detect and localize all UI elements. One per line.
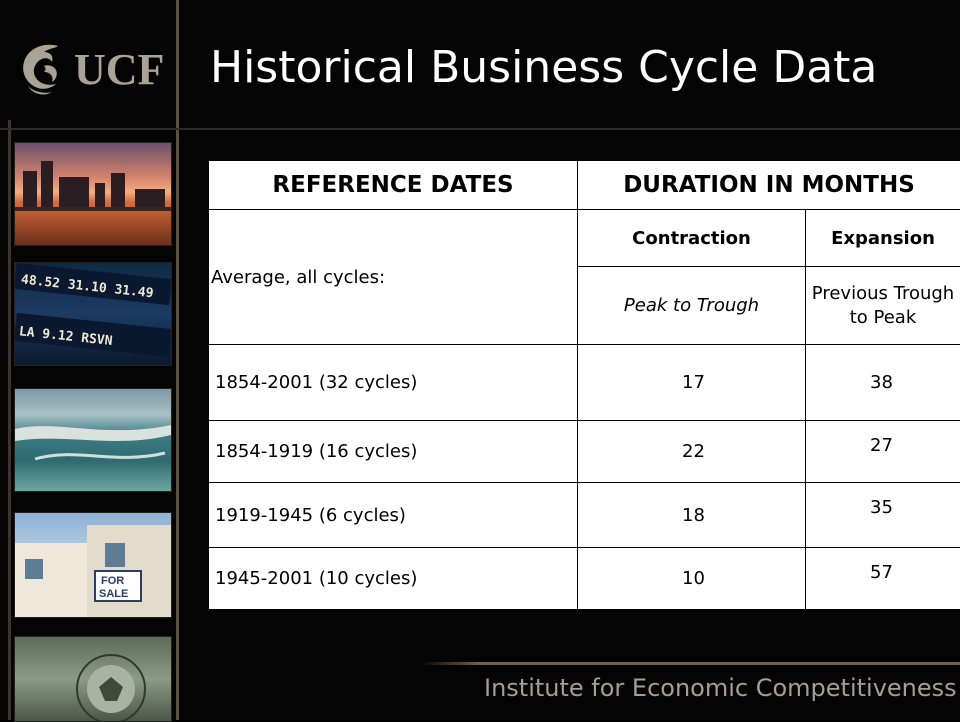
photo-dollar-bill [14, 636, 172, 722]
table-row: 1919-1945 (6 cycles) 18 35 [209, 483, 960, 547]
table-row: 1945-2001 (10 cycles) 10 57 [209, 547, 960, 609]
row-period: 1854-2001 (32 cycles) [209, 344, 578, 420]
footer-rule [480, 662, 960, 665]
row-expansion: 27 [806, 421, 960, 483]
photo-coastal-aerial [14, 388, 172, 492]
header-peak-to-trough: Peak to Trough [578, 267, 806, 344]
left-edge-divider [8, 120, 11, 720]
photo-stock-ticker: 48.52 31.10 31.49 LA 9.12 RSVN [14, 262, 172, 366]
row-contraction: 22 [578, 421, 806, 483]
dollar-image [15, 637, 171, 721]
pegasus-icon [14, 40, 72, 98]
table-row: 1854-2001 (32 cycles) 17 38 [209, 344, 960, 420]
header-duration: DURATION IN MONTHS [578, 161, 960, 210]
svg-text:SALE: SALE [99, 588, 128, 600]
header-trough-to-peak: Previous Trough to Peak [806, 267, 960, 344]
row-contraction: 18 [578, 483, 806, 547]
header-expansion: Expansion [806, 210, 960, 267]
skyline-image [15, 143, 171, 245]
header-divider [0, 128, 960, 130]
footer-text: Institute for Economic Competitiveness [484, 674, 957, 702]
logo-text: UCF [74, 44, 164, 95]
page-title: Historical Business Cycle Data [210, 42, 877, 93]
business-cycle-table: REFERENCE DATES DURATION IN MONTHS Avera… [208, 160, 960, 610]
average-label: Average, all cycles: [209, 210, 578, 345]
ticker-image: 48.52 31.10 31.49 LA 9.12 RSVN [15, 263, 171, 365]
row-expansion: 38 [806, 344, 960, 420]
row-period: 1854-1919 (16 cycles) [209, 421, 578, 483]
photo-city-skyline [14, 142, 172, 246]
table-row: 1854-1919 (16 cycles) 22 27 [209, 421, 960, 483]
row-expansion: 35 [806, 483, 960, 547]
footer-rule-fade [420, 662, 480, 665]
row-period: 1945-2001 (10 cycles) [209, 547, 578, 609]
vertical-divider [176, 0, 179, 720]
svg-text:FOR: FOR [101, 575, 124, 587]
coast-image [15, 389, 171, 491]
row-period: 1919-1945 (6 cycles) [209, 483, 578, 547]
header-contraction: Contraction [578, 210, 806, 267]
row-expansion: 57 [806, 547, 960, 609]
row-contraction: 17 [578, 344, 806, 420]
row-contraction: 10 [578, 547, 806, 609]
header-reference-dates: REFERENCE DATES [209, 161, 578, 210]
ucf-logo: UCF [14, 40, 174, 100]
house-image: FOR SALE [15, 513, 171, 617]
photo-for-sale-house: FOR SALE [14, 512, 172, 618]
